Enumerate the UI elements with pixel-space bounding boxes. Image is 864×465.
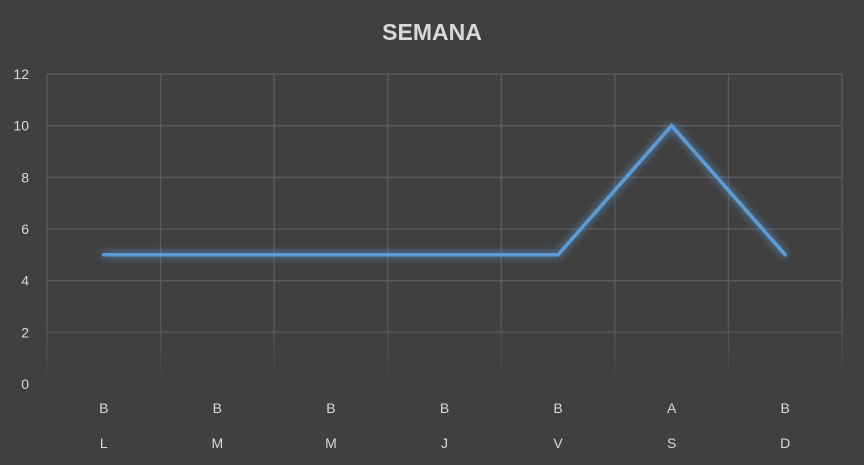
x-category-top-label: B <box>213 400 222 416</box>
x-category-top-label: A <box>667 400 677 416</box>
y-tick-label: 2 <box>21 324 29 340</box>
x-category-top-label: B <box>440 400 449 416</box>
grid-fade <box>45 314 844 386</box>
y-tick-label: 6 <box>21 221 29 237</box>
chart-title: SEMANA <box>382 19 482 45</box>
y-tick-label: 4 <box>21 273 29 289</box>
y-tick-label: 10 <box>13 118 29 134</box>
horizontal-gridlines <box>47 73 842 333</box>
x-category-top-label: B <box>326 400 335 416</box>
y-tick-label: 0 <box>21 376 29 392</box>
x-category-bottom-label: L <box>100 435 108 451</box>
y-axis-tick-labels: 0 2 4 6 8 10 12 <box>13 66 29 392</box>
x-category-bottom-label: V <box>553 435 563 451</box>
y-tick-label: 8 <box>21 169 29 185</box>
x-category-top-label: B <box>781 400 790 416</box>
x-category-top-label: B <box>99 400 108 416</box>
vertical-gridlines <box>45 74 844 386</box>
x-category-bottom-label: J <box>441 435 448 451</box>
x-category-top-label: B <box>553 400 562 416</box>
series-layer <box>102 123 787 257</box>
x-category-bottom-label: S <box>667 435 676 451</box>
x-axis-category-labels: B L B M B M B J B V A S B D <box>99 400 790 451</box>
x-category-bottom-label: M <box>212 435 224 451</box>
x-category-bottom-label: M <box>325 435 337 451</box>
series-line-0 <box>102 123 787 257</box>
x-category-bottom-label: D <box>780 435 790 451</box>
y-tick-label: 12 <box>13 66 29 82</box>
